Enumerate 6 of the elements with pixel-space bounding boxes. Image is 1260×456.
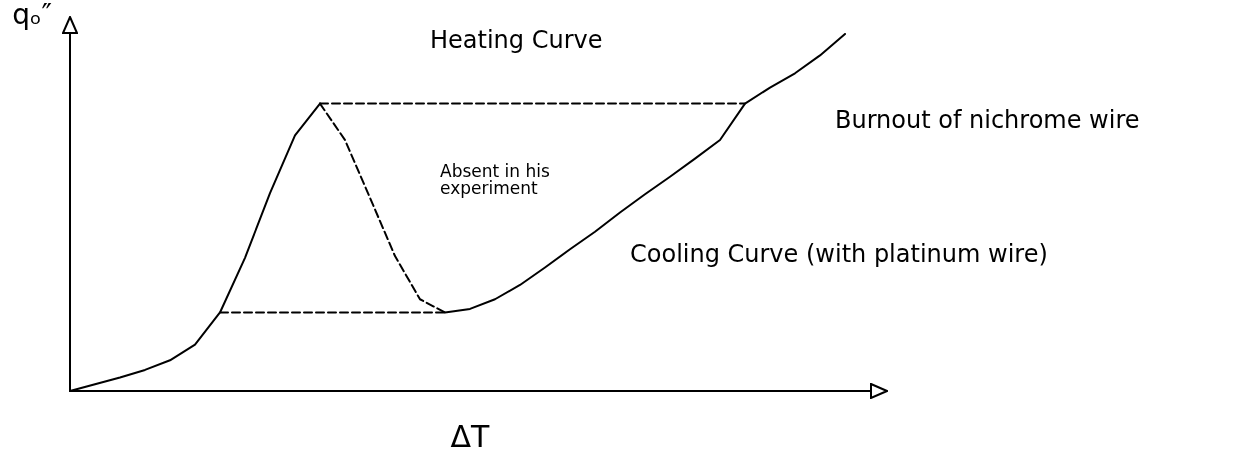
annotation: Absent in his experiment — [440, 160, 556, 198]
y-axis-title: qₒ″ — [12, 0, 52, 31]
x-axis-title: ΔT — [450, 418, 491, 454]
annotation: Burnout of nichrome wire — [835, 106, 1140, 134]
annotation: Heating Curve — [430, 26, 603, 54]
annotation: Cooling Curve (with platinum wire) — [630, 240, 1048, 268]
